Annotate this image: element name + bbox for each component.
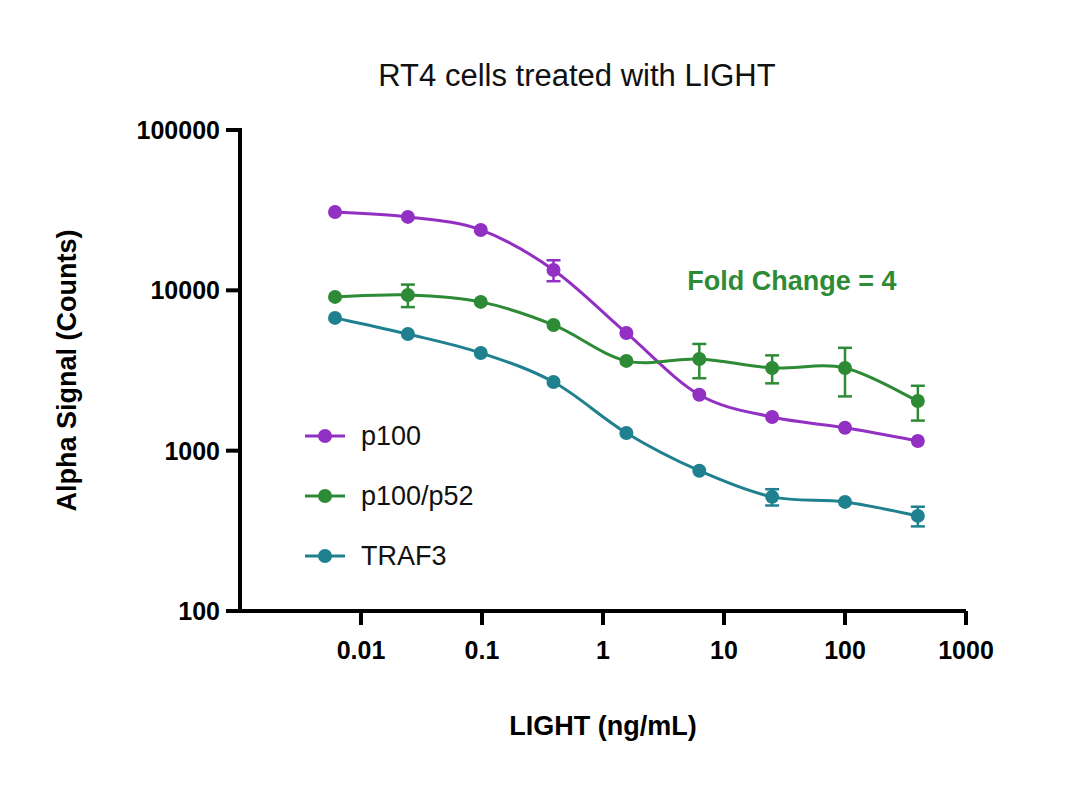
data-point bbox=[328, 311, 342, 325]
data-point bbox=[838, 361, 852, 375]
error-cap bbox=[765, 382, 779, 385]
x-tick-label: 1 bbox=[596, 636, 610, 664]
y-tick-label: 10000 bbox=[150, 276, 220, 304]
y-tick-label: 100 bbox=[178, 597, 220, 625]
y-tick-label: 100000 bbox=[137, 116, 220, 144]
data-point bbox=[401, 327, 415, 341]
error-bar bbox=[692, 344, 706, 378]
plot-area bbox=[328, 205, 925, 526]
data-point bbox=[401, 288, 415, 302]
error-cap bbox=[838, 395, 852, 398]
data-point bbox=[911, 394, 925, 408]
data-point bbox=[547, 263, 561, 277]
legend-label: p100 bbox=[361, 421, 421, 451]
legend-marker bbox=[318, 549, 332, 563]
legend-label: TRAF3 bbox=[361, 541, 447, 571]
x-tick-label: 0.01 bbox=[337, 636, 386, 664]
x-tick-label: 0.1 bbox=[465, 636, 500, 664]
y-tick bbox=[226, 449, 240, 453]
x-tick bbox=[722, 611, 726, 625]
data-point bbox=[692, 388, 706, 402]
data-point bbox=[328, 205, 342, 219]
legend-marker bbox=[318, 429, 332, 443]
error-bar bbox=[765, 489, 779, 505]
error-bar bbox=[838, 348, 852, 397]
x-axis-label: LIGHT (ng/mL) bbox=[509, 711, 696, 741]
data-point bbox=[619, 326, 633, 340]
data-point bbox=[547, 318, 561, 332]
x-tick bbox=[480, 611, 484, 625]
error-bar bbox=[765, 355, 779, 383]
error-cap bbox=[911, 525, 925, 528]
data-point bbox=[328, 290, 342, 304]
legend-marker bbox=[318, 489, 332, 503]
data-point bbox=[838, 495, 852, 509]
y-tick bbox=[226, 128, 240, 132]
data-point bbox=[474, 295, 488, 309]
error-cap bbox=[765, 504, 779, 507]
data-point bbox=[838, 421, 852, 435]
legend-item: p100 bbox=[305, 421, 421, 451]
title: RT4 cells treated with LIGHT bbox=[378, 58, 775, 93]
error-cap bbox=[401, 283, 415, 286]
data-point bbox=[692, 464, 706, 478]
data-point bbox=[765, 490, 779, 504]
x-tick-label: 100 bbox=[824, 636, 866, 664]
data-point bbox=[692, 352, 706, 366]
data-point bbox=[474, 346, 488, 360]
series-line bbox=[335, 295, 918, 401]
data-point bbox=[765, 410, 779, 424]
data-point bbox=[547, 375, 561, 389]
x-tick bbox=[964, 611, 968, 625]
annotation: Fold Change = 4 bbox=[687, 266, 896, 296]
x-tick-label: 1000 bbox=[938, 636, 994, 664]
error-cap bbox=[692, 343, 706, 346]
data-point bbox=[911, 509, 925, 523]
legend-label: p100/p52 bbox=[361, 481, 474, 511]
error-bar bbox=[401, 285, 415, 308]
error-cap bbox=[401, 306, 415, 309]
legend-item: p100/p52 bbox=[305, 481, 474, 511]
x-tick bbox=[601, 611, 605, 625]
data-point bbox=[765, 361, 779, 375]
error-cap bbox=[765, 354, 779, 357]
error-cap bbox=[692, 377, 706, 380]
y-axis-line bbox=[238, 128, 242, 611]
error-bar bbox=[547, 260, 561, 281]
error-cap bbox=[911, 505, 925, 508]
x-tick bbox=[359, 611, 363, 625]
y-tick bbox=[226, 288, 240, 292]
legend-item: TRAF3 bbox=[305, 541, 447, 571]
error-cap bbox=[547, 280, 561, 283]
y-tick-label: 1000 bbox=[164, 437, 220, 465]
data-point bbox=[401, 210, 415, 224]
x-tick-label: 10 bbox=[710, 636, 738, 664]
error-cap bbox=[547, 259, 561, 262]
error-cap bbox=[911, 385, 925, 388]
data-point bbox=[619, 426, 633, 440]
series-line bbox=[335, 318, 918, 516]
error-bar bbox=[911, 386, 925, 421]
error-bar bbox=[911, 507, 925, 527]
error-cap bbox=[838, 347, 852, 350]
chart: RT4 cells treated with LIGHT LIGHT (ng/mL… bbox=[0, 0, 1080, 795]
data-point bbox=[911, 434, 925, 448]
y-axis-label: Alpha Signal (Counts) bbox=[52, 230, 82, 512]
error-cap bbox=[911, 419, 925, 422]
x-tick bbox=[843, 611, 847, 625]
data-point bbox=[474, 223, 488, 237]
y-tick bbox=[226, 609, 240, 613]
series-line bbox=[335, 212, 918, 441]
data-point bbox=[619, 354, 633, 368]
